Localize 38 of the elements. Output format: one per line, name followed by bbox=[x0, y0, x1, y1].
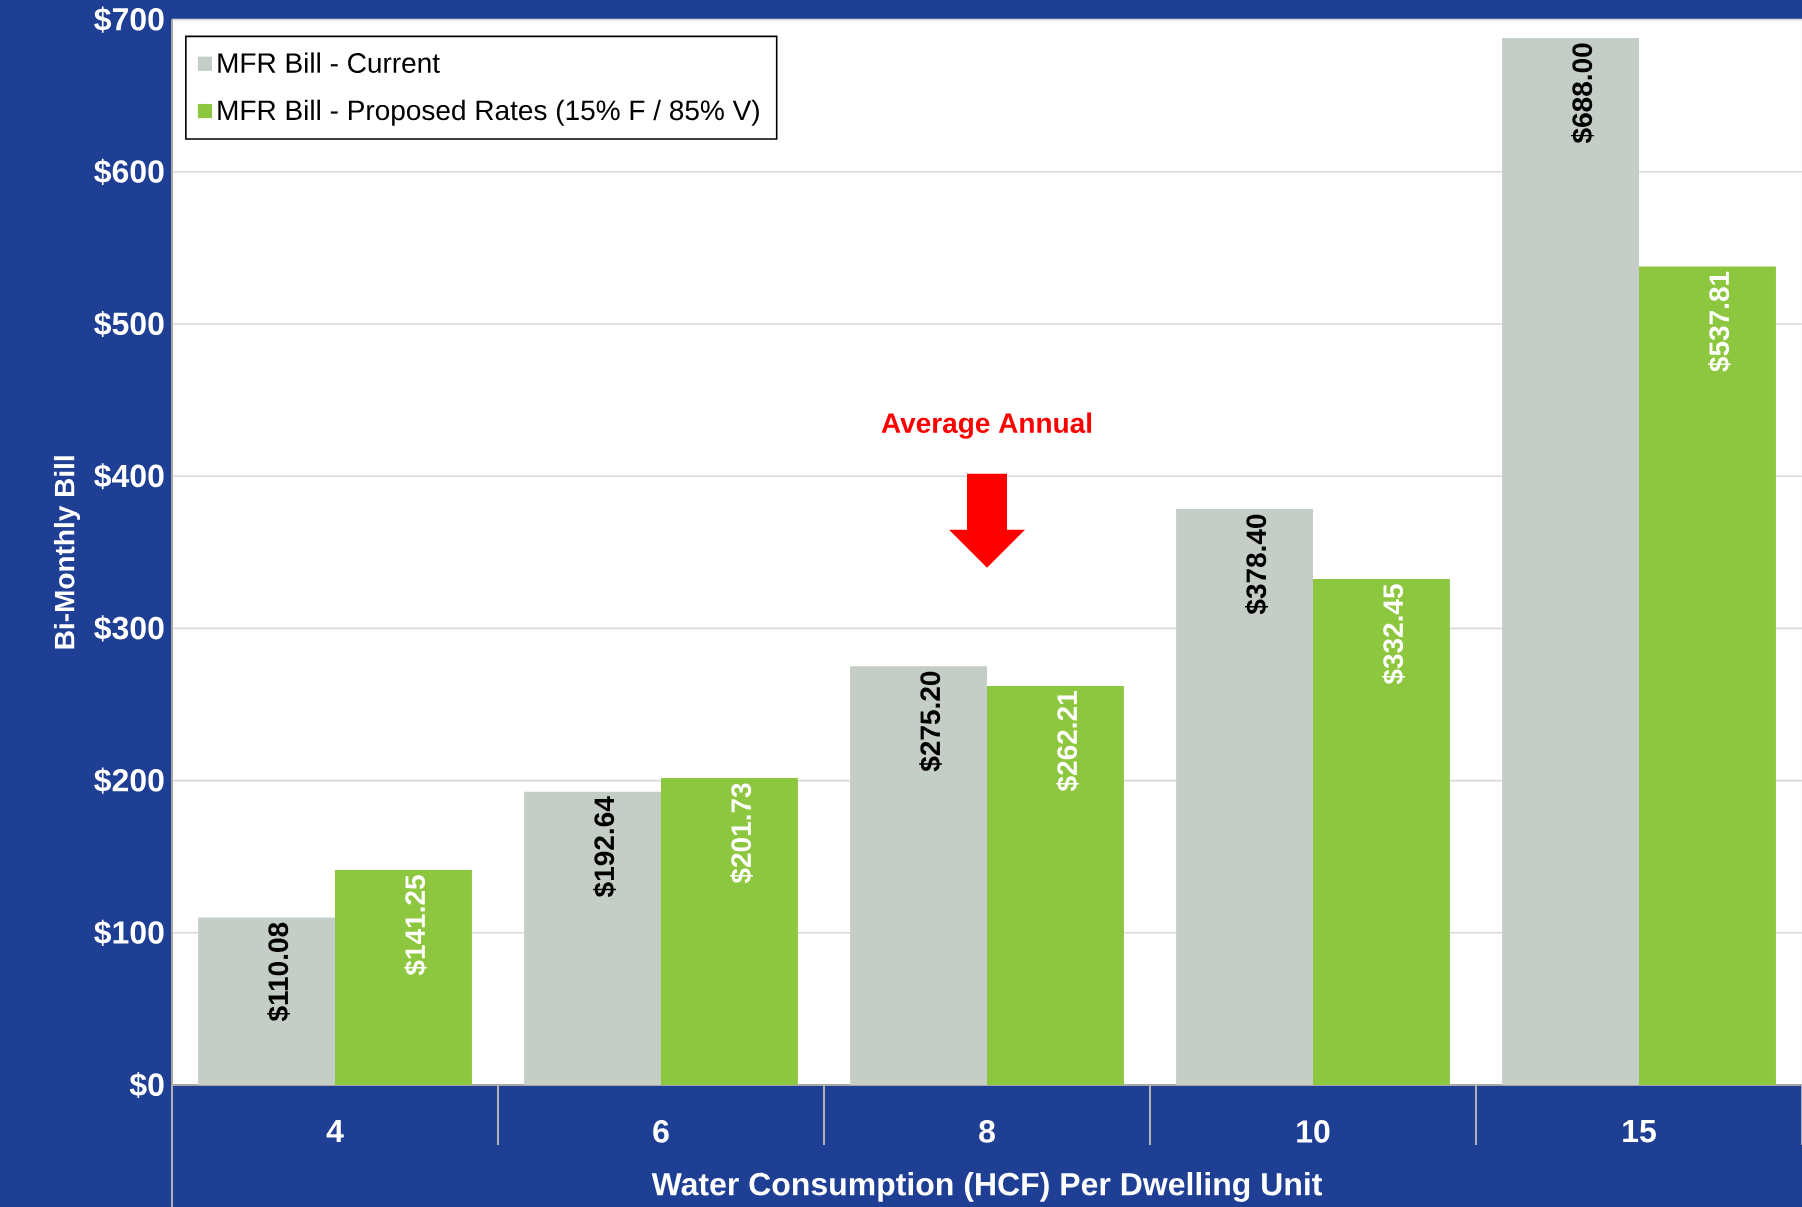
x-tick-label: 8 bbox=[979, 1120, 995, 1143]
y-tick-label: $400 bbox=[94, 463, 164, 490]
bar bbox=[1639, 266, 1776, 1085]
data-label: $275.20 bbox=[919, 671, 942, 772]
legend-label: MFR Bill - Proposed Rates (15% F / 85% V) bbox=[218, 99, 759, 126]
x-tick-label: 4 bbox=[326, 1120, 344, 1143]
x-tick-label: 15 bbox=[1623, 1120, 1656, 1143]
data-label: $192.64 bbox=[593, 796, 616, 898]
y-tick-label: $500 bbox=[94, 310, 164, 338]
x-tick-label: 10 bbox=[1297, 1120, 1330, 1143]
bar bbox=[661, 777, 798, 1085]
bar bbox=[198, 917, 336, 1085]
data-label: $332.45 bbox=[1382, 584, 1405, 685]
bar bbox=[1313, 579, 1450, 1085]
bar bbox=[987, 685, 1124, 1085]
annotation: Average Annual bbox=[881, 412, 1092, 439]
y-tick-label: $600 bbox=[94, 158, 164, 185]
x-tick-label: 6 bbox=[653, 1120, 669, 1143]
data-label: $537.81 bbox=[1708, 271, 1731, 372]
y-tick-label: $200 bbox=[94, 767, 164, 794]
data-label: $378.40 bbox=[1245, 514, 1268, 615]
bar bbox=[335, 870, 472, 1085]
bar bbox=[1176, 509, 1314, 1085]
x-axis-title: Water Consumption (HCF) Per Dwelling Unit bbox=[651, 1171, 1323, 1202]
y-tick-label: $300 bbox=[94, 615, 164, 642]
legend-label: MFR Bill - Current bbox=[218, 52, 440, 73]
data-label: $201.73 bbox=[730, 783, 753, 884]
y-tick-label: $700 bbox=[94, 6, 164, 33]
bar bbox=[1502, 37, 1640, 1085]
data-label: $262.21 bbox=[1056, 691, 1079, 792]
y-tick-label: $100 bbox=[94, 919, 164, 946]
data-label: $110.08 bbox=[267, 922, 290, 1022]
y-tick-label: $0 bbox=[129, 1071, 164, 1099]
bar bbox=[524, 791, 662, 1085]
data-label: $688.00 bbox=[1571, 43, 1594, 144]
bar bbox=[850, 666, 988, 1085]
data-label: $141.25 bbox=[404, 875, 427, 976]
y-axis-title: Bi-Monthly Bill bbox=[53, 456, 81, 649]
